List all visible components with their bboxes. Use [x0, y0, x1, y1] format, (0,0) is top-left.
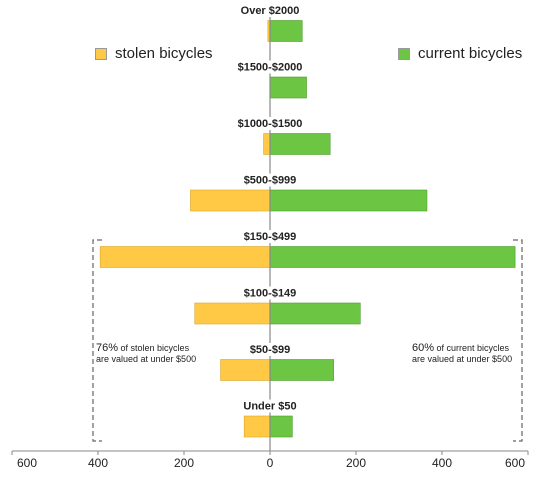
bar-current-1 [269, 76, 307, 99]
category-label-3: $500-$999 [244, 175, 297, 187]
legend-swatch-stolen [95, 47, 107, 60]
bar-stolen-7 [243, 415, 271, 438]
category-label-bg-3 [238, 173, 302, 187]
bar-stolen-5 [194, 302, 271, 325]
annotation-stolen: 76% of stolen bicycles are valued at und… [96, 343, 196, 365]
category-label-bg-6 [244, 343, 296, 356]
bar-stolen-4 [99, 246, 271, 268]
legend-current: current bicycles [398, 45, 522, 62]
bracket-left [92, 239, 102, 442]
bar-stolen-3 [190, 189, 271, 212]
x-tick-label-0: 600 [17, 456, 37, 470]
legend-label-stolen: stolen bicycles [115, 45, 213, 62]
bar-current-2 [269, 133, 331, 155]
annotation-current: 60% of current bicycles are valued at un… [412, 343, 512, 365]
legend-stolen: stolen bicycles [95, 45, 213, 62]
category-label-bg-5 [238, 286, 302, 300]
category-label-0: Over $2000 [241, 5, 300, 17]
category-label-6: $50-$99 [250, 344, 290, 356]
bar-current-4 [269, 246, 516, 268]
x-tick-label-1: 400 [88, 456, 108, 470]
annotation-current-line2: are valued at under $500 [412, 354, 513, 364]
bar-current-0 [269, 20, 303, 42]
annotation-current-rest: of current bicycles [434, 343, 510, 353]
category-label-bg-0 [235, 4, 305, 17]
category-label-1: $1500-$2000 [238, 62, 303, 74]
category-label-bg-4 [238, 230, 302, 243]
x-tick-label-6: 600 [505, 456, 525, 470]
annotation-stolen-rest: of stolen bicycles [118, 343, 190, 353]
category-label-2: $1000-$1500 [238, 118, 303, 130]
bar-stolen-6 [220, 359, 271, 381]
category-label-bg-2 [231, 117, 309, 130]
category-label-5: $100-$149 [244, 288, 297, 300]
legend-label-current: current bicycles [418, 45, 523, 62]
annotation-stolen-line2: are valued at under $500 [96, 354, 197, 364]
category-label-7: Under $50 [243, 401, 296, 413]
annotation-current-pct: 60% [412, 342, 435, 354]
category-label-4: $150-$499 [244, 231, 297, 243]
bar-stolen-2 [263, 133, 271, 155]
bar-current-6 [269, 359, 334, 381]
annotation-current-line1: 60% of current bicycles [412, 343, 512, 354]
x-tick-label-5: 400 [432, 456, 452, 470]
x-tick-label-2: 200 [174, 456, 194, 470]
annotation-stolen-line1: 76% of stolen bicycles [96, 343, 196, 354]
annotation-stolen-pct: 76% [96, 342, 119, 354]
category-label-bg-7 [238, 399, 302, 413]
bracket-right [513, 239, 523, 442]
x-tick-label-4: 200 [346, 456, 366, 470]
category-label-bg-1 [231, 60, 309, 74]
bar-current-5 [269, 302, 361, 325]
x-tick-label-3: 0 [267, 456, 274, 470]
bar-current-3 [269, 189, 428, 212]
legend-swatch-current [398, 47, 410, 60]
bar-current-7 [269, 415, 293, 438]
